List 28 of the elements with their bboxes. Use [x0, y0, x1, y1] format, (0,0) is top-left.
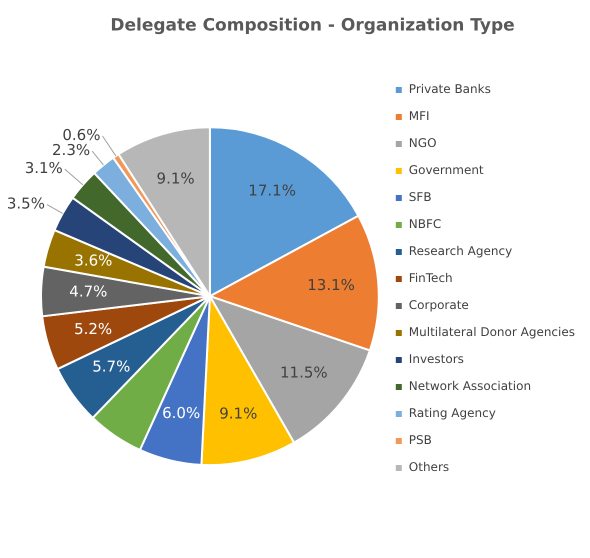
legend-label: SFB — [408, 190, 432, 204]
legend-label: PSB — [408, 433, 432, 448]
legend-label: Multilateral Donor Agencies — [408, 325, 575, 340]
legend-label: FinTech — [408, 271, 453, 286]
data-label: 3.1% — [24, 158, 63, 177]
legend-label: Others — [408, 460, 450, 474]
legend-label: Research Agency — [408, 244, 512, 258]
data-label: 13.1% — [307, 276, 355, 294]
data-label: 3.6% — [74, 251, 112, 270]
legend-label: Corporate — [408, 298, 469, 312]
chart-title: Delegate Composition - Organization Type — [110, 16, 515, 36]
legend-label: Investors — [408, 352, 464, 366]
legend-label: Network Association — [408, 379, 532, 394]
legend-label: MFI — [408, 109, 430, 124]
data-label: 6.0% — [162, 404, 200, 422]
data-label: 11.5% — [280, 363, 328, 382]
legend-label: NGO — [408, 136, 437, 150]
legend-label: Rating Agency — [408, 406, 496, 420]
data-label: 5.2% — [74, 320, 112, 338]
legend-label: Private Banks — [408, 82, 491, 96]
data-label: 17.1% — [248, 182, 296, 200]
legend-label: NBFC — [408, 217, 442, 232]
data-label: 5.7% — [92, 357, 130, 376]
legend-label: Government — [408, 163, 484, 178]
data-label: 4.7% — [69, 282, 108, 301]
data-label: 3.5% — [6, 194, 45, 213]
data-label: 9.1% — [219, 404, 258, 422]
data-label: 9.1% — [156, 169, 195, 188]
